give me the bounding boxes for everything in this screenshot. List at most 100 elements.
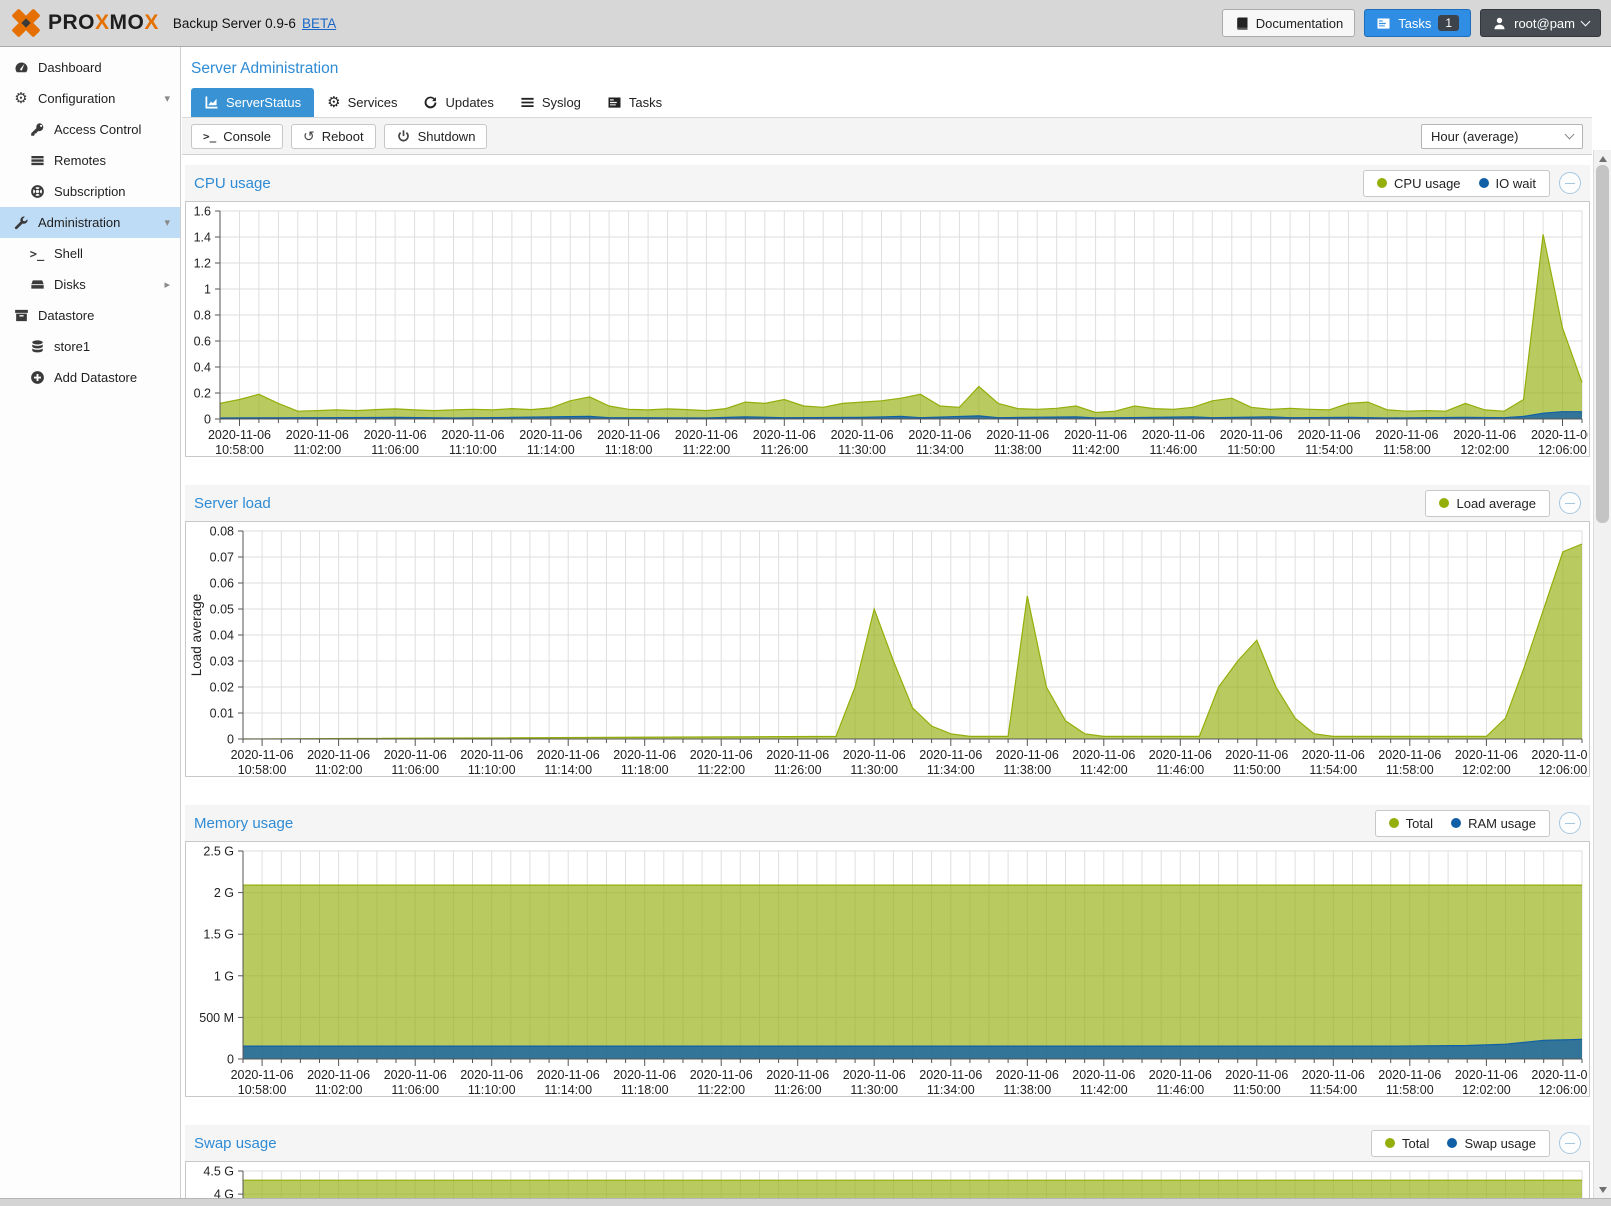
collapse-panel-button[interactable] xyxy=(1559,812,1581,834)
sidebar-item-shell[interactable]: >_ Shell xyxy=(0,238,180,269)
collapse-panel-button[interactable] xyxy=(1559,492,1581,514)
tasks-button[interactable]: Tasks 1 xyxy=(1364,9,1472,37)
sidebar-item-label: Configuration xyxy=(38,91,116,106)
sidebar-item-dashboard[interactable]: Dashboard xyxy=(0,52,180,83)
sidebar-item-add-datastore[interactable]: Add Datastore xyxy=(0,362,180,393)
svg-text:2020-11-06: 2020-11-06 xyxy=(843,1068,906,1082)
svg-text:2020-11-06: 2020-11-06 xyxy=(1298,428,1361,442)
svg-text:2020-11-06: 2020-11-06 xyxy=(1531,748,1588,762)
sidebar-item-access-control[interactable]: Access Control xyxy=(0,114,180,145)
tab-serverstatus[interactable]: ServerStatus xyxy=(191,88,315,117)
svg-text:2020-11-06: 2020-11-06 xyxy=(1072,1068,1135,1082)
collapse-panel-button[interactable] xyxy=(1559,172,1581,194)
sidebar-item-remotes[interactable]: Remotes xyxy=(0,145,180,176)
chart-legend: Total Swap usage xyxy=(1370,1129,1550,1157)
sidebar-item-configuration[interactable]: ⚙ Configuration ▾ xyxy=(0,83,180,114)
svg-text:11:18:00: 11:18:00 xyxy=(621,763,669,776)
svg-text:11:46:00: 11:46:00 xyxy=(1156,763,1204,776)
sidebar-item-administration[interactable]: Administration ▾ xyxy=(0,207,180,238)
svg-text:2020-11-06: 2020-11-06 xyxy=(1302,1068,1365,1082)
svg-text:2 G: 2 G xyxy=(214,886,234,900)
wrench-icon xyxy=(11,215,31,230)
sidebar-item-label: Add Datastore xyxy=(54,370,138,385)
svg-text:11:22:00: 11:22:00 xyxy=(697,763,745,776)
svg-text:1: 1 xyxy=(204,283,211,297)
beta-link[interactable]: BETA xyxy=(301,15,337,31)
svg-text:11:34:00: 11:34:00 xyxy=(916,443,964,456)
user-icon xyxy=(1492,16,1507,31)
svg-text:2020-11-06: 2020-11-06 xyxy=(519,428,582,442)
svg-text:11:22:00: 11:22:00 xyxy=(683,443,731,456)
proxmox-x-icon xyxy=(12,9,40,37)
svg-text:11:10:00: 11:10:00 xyxy=(449,443,497,456)
legend-item-total[interactable]: Total xyxy=(1384,1135,1430,1151)
svg-text:2020-11-06: 2020-11-06 xyxy=(690,1068,753,1082)
legend-item-total[interactable]: Total xyxy=(1388,816,1433,831)
cpu-usage-chart: 0 0.2 0.4 0.6 0.8 1 1.2 1.4 1.6 2020-11-06 10:58:0… xyxy=(185,201,1590,457)
tab-tasks[interactable]: Tasks xyxy=(594,88,675,117)
database-icon xyxy=(27,339,47,354)
sidebar-item-disks[interactable]: Disks ▸ xyxy=(0,269,180,300)
window-bottom-edge xyxy=(0,1198,1611,1206)
area-chart-icon xyxy=(204,95,219,110)
svg-text:2020-11-06: 2020-11-06 xyxy=(208,428,271,442)
svg-text:2020-11-06: 2020-11-06 xyxy=(843,748,906,762)
legend-item-load-average[interactable]: Load average xyxy=(1439,496,1536,511)
legend-item-cpu-usage[interactable]: CPU usage xyxy=(1377,176,1461,191)
svg-text:11:14:00: 11:14:00 xyxy=(527,443,575,456)
documentation-button[interactable]: Documentation xyxy=(1221,9,1356,37)
reboot-button[interactable]: ↺ Reboot xyxy=(290,123,376,149)
svg-text:1.5 G: 1.5 G xyxy=(203,928,234,942)
svg-text:12:02:00: 12:02:00 xyxy=(1462,1083,1511,1096)
shutdown-button[interactable]: Shutdown xyxy=(383,123,488,149)
svg-text:11:06:00: 11:06:00 xyxy=(391,1083,439,1096)
console-button[interactable]: >_ Console xyxy=(191,123,283,149)
svg-text:2020-11-06: 2020-11-06 xyxy=(286,428,349,442)
power-icon xyxy=(396,129,411,144)
charts-area: CPU usage CPU usage IO wait 0 0.2 0.4 0.6 0.8… xyxy=(182,155,1592,1198)
svg-text:1.6: 1.6 xyxy=(194,205,211,219)
collapse-panel-button[interactable] xyxy=(1559,1132,1581,1154)
user-menu-button[interactable]: root@pam xyxy=(1480,9,1601,37)
chevron-down-icon[interactable]: ▾ xyxy=(164,217,170,229)
tab-services[interactable]: ⚙ Services xyxy=(314,88,410,117)
key-icon xyxy=(27,122,47,137)
legend-item-io-wait[interactable]: IO wait xyxy=(1478,175,1536,191)
chart-legend: Total RAM usage xyxy=(1374,809,1550,837)
sidebar-item-subscription[interactable]: Subscription xyxy=(0,176,180,207)
scroll-up-arrow-icon[interactable] xyxy=(1594,151,1611,166)
svg-text:11:26:00: 11:26:00 xyxy=(774,1083,822,1096)
refresh-icon xyxy=(423,95,438,110)
chevron-right-icon[interactable]: ▸ xyxy=(164,279,170,291)
svg-text:2020-11-06: 2020-11-06 xyxy=(1531,428,1588,442)
svg-text:2020-11-06: 2020-11-06 xyxy=(460,748,523,762)
svg-text:11:58:00: 11:58:00 xyxy=(1386,1083,1434,1096)
svg-text:4.5 G: 4.5 G xyxy=(203,1165,234,1179)
legend-item-ram-usage[interactable]: RAM usage xyxy=(1451,816,1536,831)
svg-text:2020-11-06: 2020-11-06 xyxy=(986,428,1049,442)
svg-text:11:06:00: 11:06:00 xyxy=(371,443,419,456)
sidebar-item-store1[interactable]: store1 xyxy=(0,331,180,362)
scroll-down-arrow-icon[interactable] xyxy=(1594,1182,1611,1197)
sidebar-item-datastore[interactable]: Datastore xyxy=(0,300,180,331)
svg-text:2020-11-06: 2020-11-06 xyxy=(364,428,427,442)
vertical-scrollbar[interactable] xyxy=(1593,150,1611,1198)
chart-svg-load: 0 0.01 0.02 0.03 0.04 0.05 0.06 0.07 0.08 2020-11… xyxy=(189,525,1588,777)
svg-text:0: 0 xyxy=(204,413,211,427)
svg-text:0.07: 0.07 xyxy=(210,551,234,565)
page-title: Server Administration xyxy=(191,60,339,77)
terminal-icon: >_ xyxy=(29,246,45,261)
tab-syslog[interactable]: Syslog xyxy=(507,88,594,117)
svg-text:11:46:00: 11:46:00 xyxy=(1150,443,1198,456)
scrollbar-thumb[interactable] xyxy=(1596,165,1609,523)
legend-item-swap-usage[interactable]: Swap usage xyxy=(1447,1136,1536,1151)
series-color-dot xyxy=(1447,1138,1458,1148)
tab-updates[interactable]: Updates xyxy=(410,88,506,117)
legend-label: IO wait xyxy=(1495,175,1536,191)
legend-label: Total xyxy=(1401,1135,1430,1151)
sidebar-item-label: Datastore xyxy=(38,308,95,323)
chevron-down-icon[interactable]: ▾ xyxy=(164,93,170,105)
svg-text:0: 0 xyxy=(227,733,234,747)
svg-text:2020-11-06: 2020-11-06 xyxy=(231,1068,294,1082)
time-range-select[interactable]: Hour (average) xyxy=(1421,123,1583,149)
